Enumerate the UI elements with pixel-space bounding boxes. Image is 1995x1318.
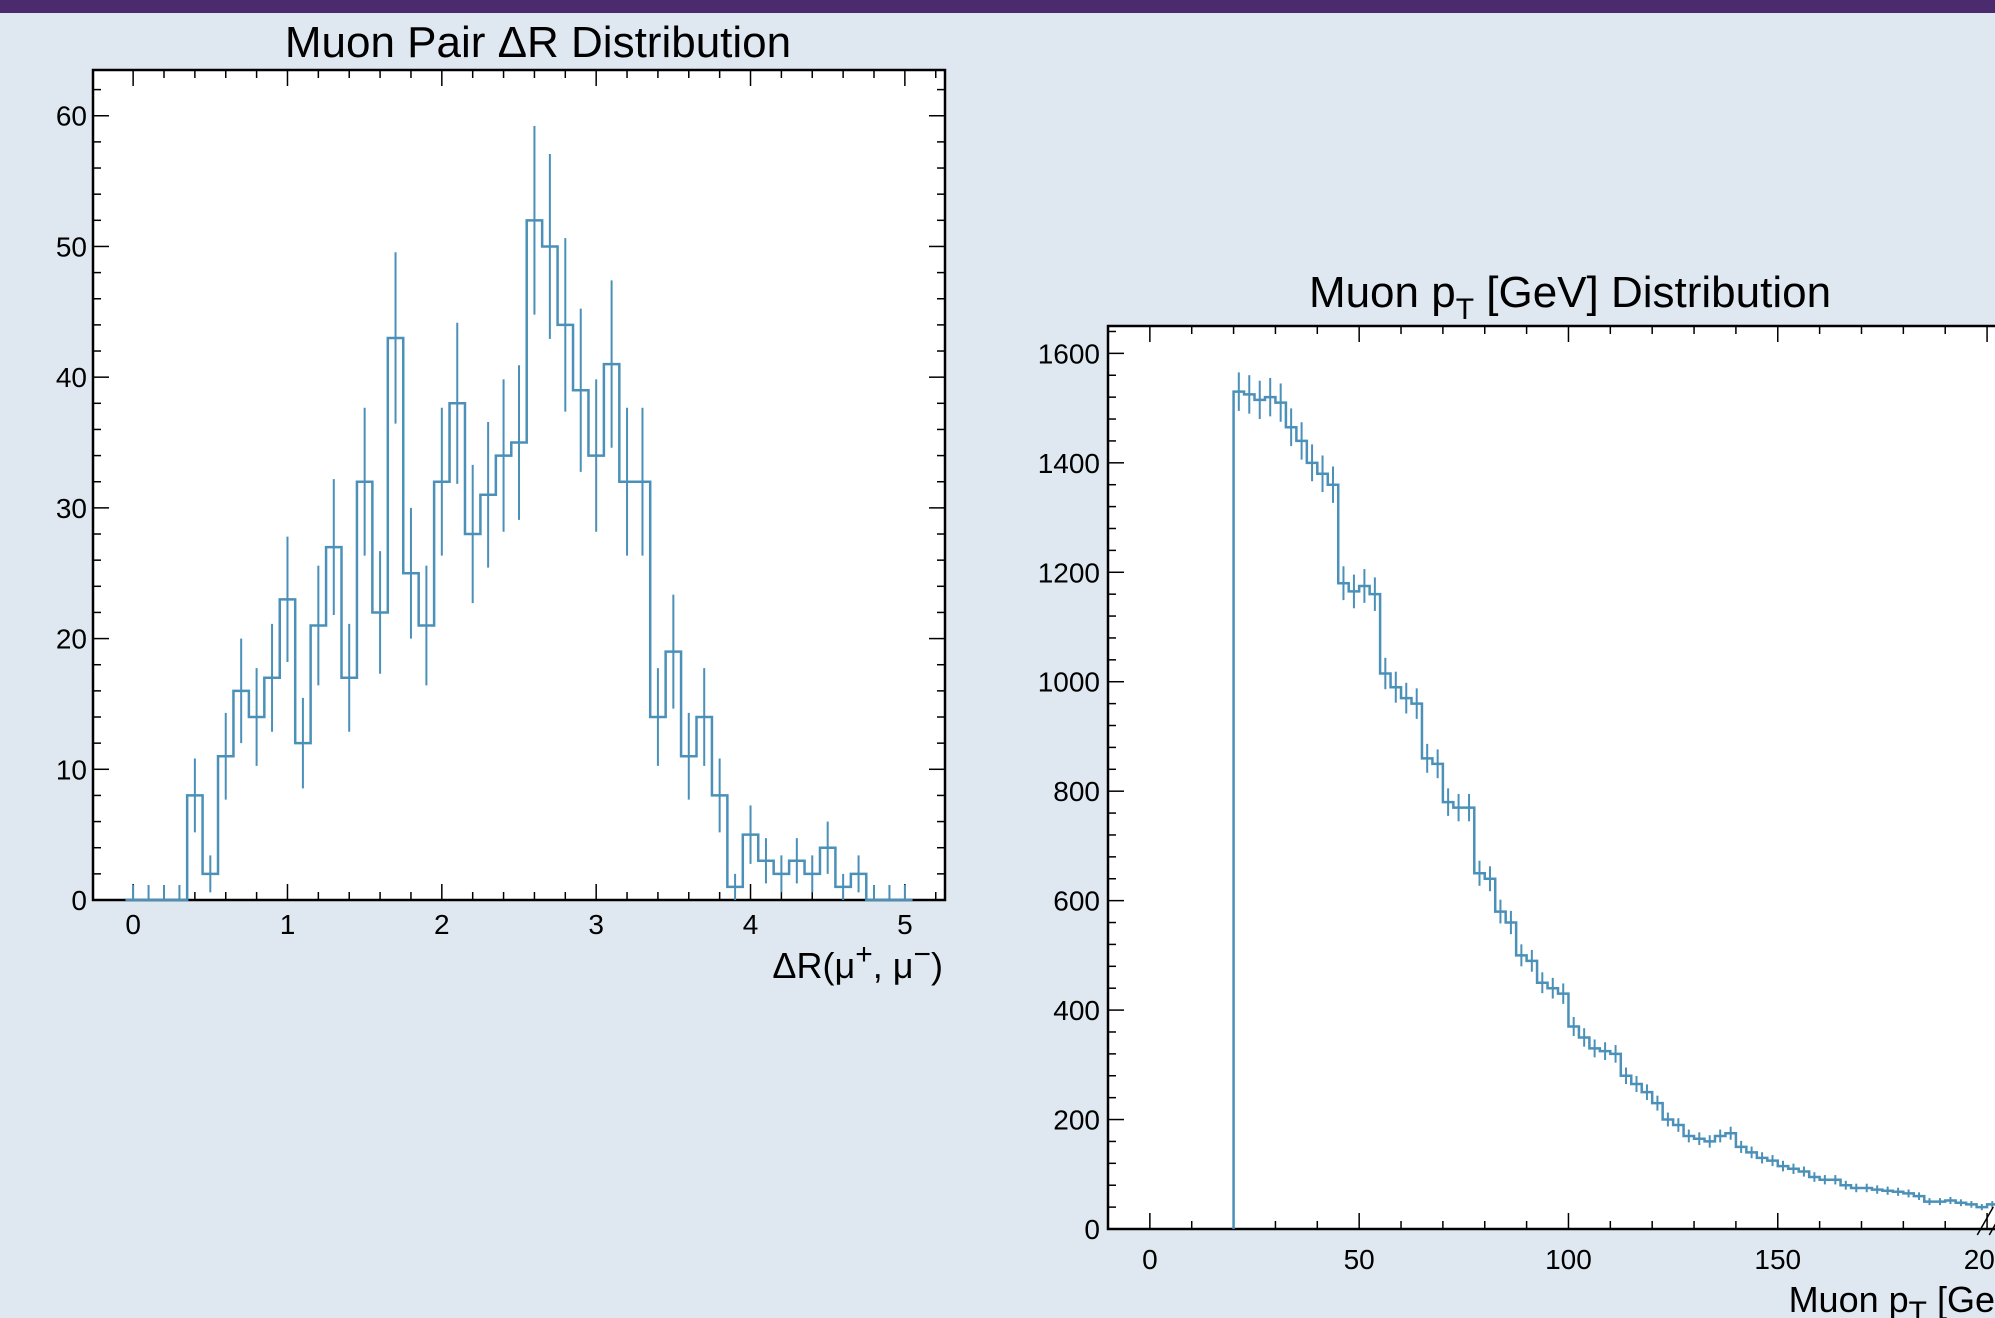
chart1-histogram: [125, 126, 913, 902]
chart1-x-tick-label: 3: [588, 909, 604, 940]
chart1-x-tick-label: 0: [125, 909, 141, 940]
chart2-y-tick-label: 0: [1084, 1214, 1100, 1245]
chart2-y-tick-label: 1400: [1038, 448, 1100, 479]
chart1-x-tick-label: 2: [434, 909, 450, 940]
chart2-title: Muon pT [GeV] Distribution: [1309, 268, 1831, 326]
chart1-title: Muon Pair ΔR Distribution: [285, 18, 791, 67]
chart2-plot-area: [1106, 324, 1995, 1231]
chart1-y-tick-label: 40: [56, 362, 87, 393]
chart2-break-slash: [1976, 1206, 1994, 1236]
chart2-break-slash: [1988, 1223, 1995, 1236]
chart2-y-tick-label: 400: [1053, 995, 1100, 1026]
chart2-x-tick-label: 150: [1754, 1244, 1801, 1275]
chart2-axis-break-mark: [1976, 1206, 1995, 1236]
chart2-x-tick-label: 200: [1964, 1244, 1995, 1275]
chart1-y-tick-label: 10: [56, 754, 87, 785]
chart2-x-axis-label: Muon pT [Ge: [1789, 1279, 1995, 1318]
chart2-tick-labels: 0 50 100 150 200 0 200 400 600 800 1000 1200 1400 160…: [1038, 338, 1995, 1275]
top-accent-bar: [0, 0, 1995, 13]
chart1-x-tick-label: 1: [280, 909, 296, 940]
chart2-y-tick-label: 1600: [1038, 338, 1100, 369]
chart-muon-pt: Muon pT [GeV] Distribution 0501001502000…: [1038, 268, 1995, 1318]
chart1-y-tick-label: 50: [56, 231, 87, 262]
chart2-y-tick-label: 800: [1053, 776, 1100, 807]
chart2-x-tick-label: 50: [1344, 1244, 1375, 1275]
chart1-y-tick-label: 60: [56, 101, 87, 132]
chart-delta-r: Muon Pair ΔR Distribution 0 1 2 3 4 501020304…: [56, 18, 947, 986]
chart2-x-tick-label: 100: [1545, 1244, 1592, 1275]
chart2-y-tick-label: 200: [1053, 1105, 1100, 1136]
chart1-x-tick-label: 5: [897, 909, 913, 940]
chart1-y-tick-label: 0: [71, 885, 87, 916]
chart2-histogram-line: [1232, 390, 1995, 1229]
chart2-histogram: [1232, 372, 1995, 1229]
chart1-axis-ticks: [93, 70, 945, 901]
chart2-x-tick-label: 0: [1142, 1244, 1158, 1275]
chart2-y-tick-label: 600: [1053, 886, 1100, 917]
chart1-y-tick-label: 20: [56, 624, 87, 655]
chart2-y-tick-label: 1200: [1038, 557, 1100, 588]
chart1-x-axis-label: ΔR(μ+, μ−): [772, 938, 943, 986]
chart1-y-tick-label: 30: [56, 493, 87, 524]
chart2-axis-ticks: [1108, 326, 1988, 1230]
chart1-x-tick-label: 4: [743, 909, 759, 940]
chart2-y-tick-label: 1000: [1038, 667, 1100, 698]
